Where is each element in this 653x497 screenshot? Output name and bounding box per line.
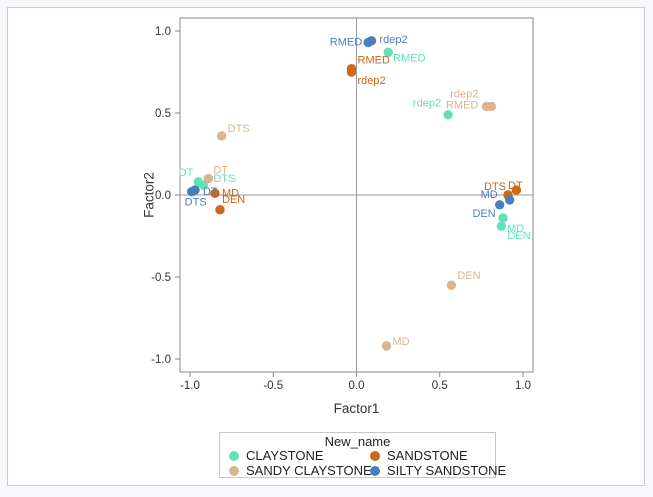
data-point (186, 187, 197, 197)
x-tick-label: 1.0 (515, 380, 531, 392)
point-label: RMED (358, 55, 390, 67)
point-label: rdep2 (379, 34, 407, 46)
data-point (504, 195, 515, 205)
point-label: DEN (457, 270, 480, 282)
chart-card: -1.0 -0.5 0.0 0.5 1.0 1.0 0.5 0.0 -0.5 -1.0 RMED rd… (7, 7, 645, 486)
data-point (198, 180, 209, 190)
y-tick-label: -0.5 (151, 272, 171, 284)
point-label: RMED (330, 36, 362, 48)
x-tick-label: 0.0 (349, 380, 365, 392)
point-label: DT (213, 165, 228, 177)
point-label: MD (507, 223, 524, 235)
legend-entry: SILTY SANDSTONE (370, 464, 506, 478)
legend-marker-icon (229, 451, 239, 461)
legend-entry-label: CLAYSTONE (246, 448, 324, 463)
data-point (215, 205, 225, 215)
point-label: DEN (472, 208, 495, 220)
point-label: rdep2 (358, 75, 386, 87)
x-axis-title: Factor1 (333, 401, 380, 416)
data-point (383, 47, 393, 58)
data-point (363, 37, 373, 48)
point-label: DT (508, 180, 523, 192)
point-label: rdep2 (413, 98, 441, 110)
x-tick-label: 0.5 (432, 380, 448, 392)
point-label: DT (179, 167, 194, 179)
point-label: MD (481, 189, 498, 201)
legend-entry-label: SANDY CLAYSTONE (246, 463, 372, 478)
point-label: MD (222, 187, 239, 199)
legend-entry: CLAYSTONE (229, 449, 370, 463)
legend-entries: CLAYSTONE SANDSTONE SANDY CLAYSTONE SILTY S… (220, 449, 506, 478)
scatter-plot: -1.0 -0.5 0.0 0.5 1.01.00.50.0-0.5-1.0RMEDrd… (151, 17, 534, 392)
data-point (381, 341, 392, 351)
data-point (494, 200, 505, 210)
y-tick-label: -1.0 (151, 354, 171, 366)
data-point (446, 280, 457, 290)
data-point (210, 188, 220, 199)
legend-entry-label: SILTY SANDSTONE (387, 463, 507, 478)
legend-marker-icon (370, 466, 380, 476)
point-label: DEN (222, 194, 245, 206)
point-label: DT (203, 186, 218, 198)
data-point (203, 173, 214, 184)
data-point (486, 101, 497, 112)
data-point (346, 67, 357, 77)
data-point (498, 213, 508, 223)
point-label: RMED (446, 99, 478, 111)
point-label: DTS (484, 181, 506, 193)
legend: New_name CLAYSTONE SANDSTONE SANDY CLAYSTO… (219, 432, 506, 478)
legend-marker-icon (229, 466, 239, 476)
point-label: rdep2 (450, 88, 478, 100)
point-label: MD (392, 336, 409, 348)
legend-entry: SANDY CLAYSTONE (229, 463, 372, 478)
point-label: RMED (393, 52, 425, 64)
legend-entry: SANDSTONE (370, 449, 506, 463)
data-point (443, 109, 453, 120)
y-axis-title: Factor2 (141, 172, 157, 218)
x-tick-label: -1.0 (180, 380, 200, 392)
point-label: DTS (228, 123, 250, 135)
point-label: DTS (185, 197, 207, 209)
legend-marker-icon (370, 451, 380, 461)
x-tick-label: -0.5 (263, 380, 283, 392)
point-label: DTS (213, 173, 235, 185)
y-tick-label: 1.0 (155, 26, 171, 38)
data-point (511, 185, 522, 195)
data-point (496, 221, 507, 231)
point-label: DEN (507, 230, 530, 242)
data-point (216, 131, 227, 141)
legend-title: New_name (324, 434, 391, 449)
legend-entry-label: SANDSTONE (387, 448, 468, 463)
y-tick-label: 0.0 (155, 190, 171, 202)
y-tick-label: 0.5 (155, 108, 171, 120)
